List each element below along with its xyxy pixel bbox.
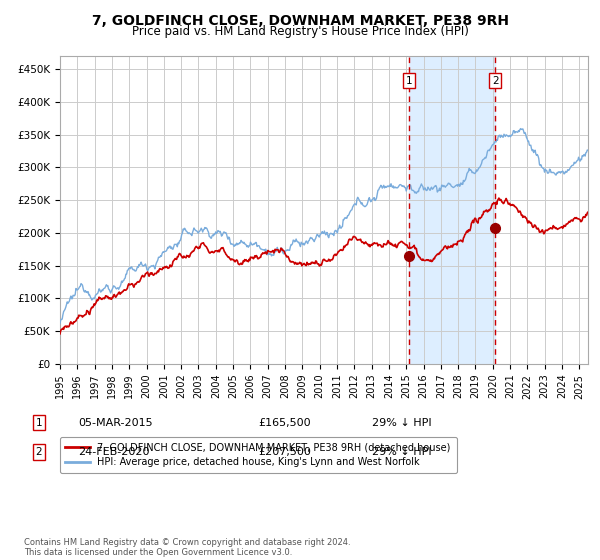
Bar [409,56,495,364]
Text: 2: 2 [492,76,499,86]
Text: 29% ↓ HPI: 29% ↓ HPI [372,447,431,457]
Text: 2: 2 [35,447,43,457]
Text: 24-FEB-2020: 24-FEB-2020 [78,447,149,457]
Legend: 7, GOLDFINCH CLOSE, DOWNHAM MARKET, PE38 9RH (detached house), HPI: Average pric: 7, GOLDFINCH CLOSE, DOWNHAM MARKET, PE38… [59,437,457,473]
Text: £207,500: £207,500 [258,447,311,457]
Text: Price paid vs. HM Land Registry's House Price Index (HPI): Price paid vs. HM Land Registry's House … [131,25,469,38]
Text: 7, GOLDFINCH CLOSE, DOWNHAM MARKET, PE38 9RH: 7, GOLDFINCH CLOSE, DOWNHAM MARKET, PE38… [91,14,509,28]
Text: 29% ↓ HPI: 29% ↓ HPI [372,418,431,428]
Text: 1: 1 [35,418,43,428]
Text: Contains HM Land Registry data © Crown copyright and database right 2024.
This d: Contains HM Land Registry data © Crown c… [24,538,350,557]
Text: £165,500: £165,500 [258,418,311,428]
Text: 1: 1 [406,76,412,86]
Text: 05-MAR-2015: 05-MAR-2015 [78,418,152,428]
